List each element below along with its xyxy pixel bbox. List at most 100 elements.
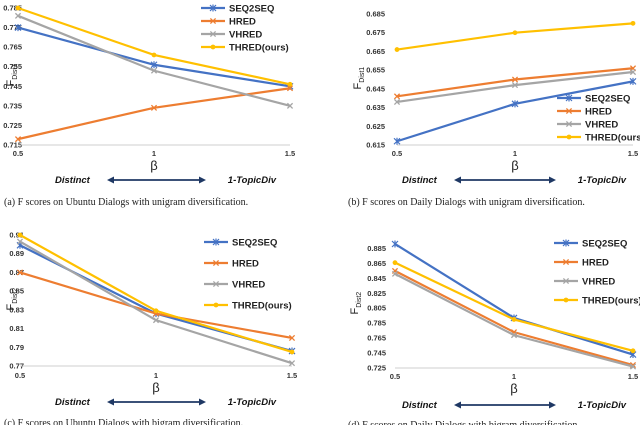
data-point xyxy=(14,24,22,32)
data-point xyxy=(209,30,217,38)
data-point xyxy=(16,238,24,245)
y-tick-label: 0.665 xyxy=(366,47,385,56)
data-point xyxy=(286,85,294,92)
data-point xyxy=(212,238,220,246)
data-point xyxy=(394,47,400,52)
x-tick-label: 0.5 xyxy=(390,372,400,381)
x-axis-label: β xyxy=(152,380,159,395)
legend-entry: HRED xyxy=(557,107,612,118)
y-tick-label: 0.635 xyxy=(366,103,385,112)
legend-label: HRED xyxy=(232,259,259,270)
legend-entry: SEQ2SEQ xyxy=(201,4,274,15)
data-point xyxy=(288,334,296,341)
y-tick-label: 0.755 xyxy=(3,62,22,71)
data-point xyxy=(629,68,637,76)
y-tick-label: 0.77 xyxy=(9,362,24,371)
x-axis-label: β xyxy=(511,158,518,173)
y-tick-label: 0.765 xyxy=(3,43,22,52)
data-point xyxy=(286,102,294,109)
data-point xyxy=(511,82,519,89)
y-tick-label: 0.79 xyxy=(9,343,24,352)
y-tick-label: 0.825 xyxy=(367,289,386,298)
data-point xyxy=(150,67,158,74)
y-tick-label: 0.625 xyxy=(366,122,385,131)
legend-entry: VHRED xyxy=(554,277,615,288)
data-point xyxy=(212,259,220,267)
arrow-left-label: Distinct xyxy=(402,400,438,411)
x-tick-label: 1.5 xyxy=(628,372,638,381)
data-point xyxy=(629,77,637,85)
legend-label: SEQ2SEQ xyxy=(585,94,630,105)
arrow-right-label: 1-TopicDiv xyxy=(228,175,277,186)
data-point xyxy=(566,134,572,140)
data-point xyxy=(151,52,157,58)
data-point xyxy=(565,107,573,115)
y-axis-label: FDist2 xyxy=(5,288,19,311)
legend-label: SEQ2SEQ xyxy=(229,4,274,15)
data-point xyxy=(287,81,293,87)
legend-entry: HRED xyxy=(554,258,609,269)
y-tick-label: 0.645 xyxy=(366,84,385,93)
data-point xyxy=(393,93,401,100)
series-line-thred-ours- xyxy=(396,22,634,51)
data-point xyxy=(209,17,217,25)
data-point xyxy=(14,12,22,19)
data-point xyxy=(16,269,24,276)
x-tick-label: 1 xyxy=(154,371,158,380)
x-tick-label: 1.5 xyxy=(285,149,295,158)
data-point xyxy=(510,332,518,339)
y-tick-label: 0.675 xyxy=(366,28,385,37)
data-point xyxy=(392,260,398,266)
y-tick-label: 0.81 xyxy=(9,324,24,333)
arrow-left-label: Distinct xyxy=(55,175,91,186)
x-tick-label: 0.5 xyxy=(392,149,402,158)
y-tick-label: 0.685 xyxy=(366,10,385,19)
x-tick-label: 1.5 xyxy=(287,371,297,380)
y-tick-label: 0.615 xyxy=(366,141,385,150)
caption: (d) F scores on Daily Dialogs with bigra… xyxy=(348,420,580,425)
legend-label: HRED xyxy=(585,107,612,118)
legend-label: VHRED xyxy=(582,277,615,288)
data-point xyxy=(150,104,158,111)
legend-label: SEQ2SEQ xyxy=(582,239,627,250)
arrow-right-label: 1-TopicDiv xyxy=(578,175,627,186)
data-point xyxy=(391,270,399,277)
data-point xyxy=(153,308,159,314)
y-tick-label: 0.765 xyxy=(367,334,386,343)
legend-entry: THRED(ours) xyxy=(554,296,640,307)
y-axis-label: FDist2 xyxy=(349,292,363,315)
legend-label: THRED(ours) xyxy=(585,133,640,144)
legend-label: VHRED xyxy=(229,30,262,41)
chart-panel-b: 0.615 0.625 0.635 0.645 0.655 0.665 0.675 0.685… xyxy=(348,10,640,209)
y-tick-label: 0.715 xyxy=(3,141,22,150)
y-tick-label: 0.885 xyxy=(367,244,386,253)
y-tick-label: 0.89 xyxy=(9,249,24,258)
data-point xyxy=(209,4,217,12)
y-tick-label: 0.805 xyxy=(367,304,386,313)
y-tick-label: 0.785 xyxy=(3,4,22,13)
legend-entry: SEQ2SEQ xyxy=(557,94,630,105)
data-point xyxy=(562,239,570,247)
data-point xyxy=(565,94,573,102)
y-tick-label: 0.87 xyxy=(9,268,24,277)
caption: (c) F scores on Ubuntu Dialogs with bigr… xyxy=(4,418,243,425)
x-tick-label: 0.5 xyxy=(13,149,23,158)
data-point xyxy=(150,61,158,69)
y-tick-label: 0.785 xyxy=(367,319,386,328)
chart-panel-c: 0.77 0.79 0.81 0.83 0.85 0.87 0.89 0.91 0.5 1 1.5 β… xyxy=(4,231,297,425)
data-point xyxy=(563,297,569,303)
series-line-hred xyxy=(396,67,634,98)
data-point xyxy=(288,360,296,367)
legend-entry: THRED(ours) xyxy=(201,43,289,54)
data-point xyxy=(630,348,636,354)
legend-label: VHRED xyxy=(232,280,265,291)
data-point xyxy=(210,44,216,50)
data-point xyxy=(152,317,160,324)
y-tick-label: 0.865 xyxy=(367,259,386,268)
x-tick-label: 1 xyxy=(512,372,516,381)
data-point xyxy=(562,258,570,266)
y-axis-label: FDist1 xyxy=(352,67,366,90)
legend-entry: THRED(ours) xyxy=(557,133,640,144)
data-point xyxy=(565,120,573,128)
